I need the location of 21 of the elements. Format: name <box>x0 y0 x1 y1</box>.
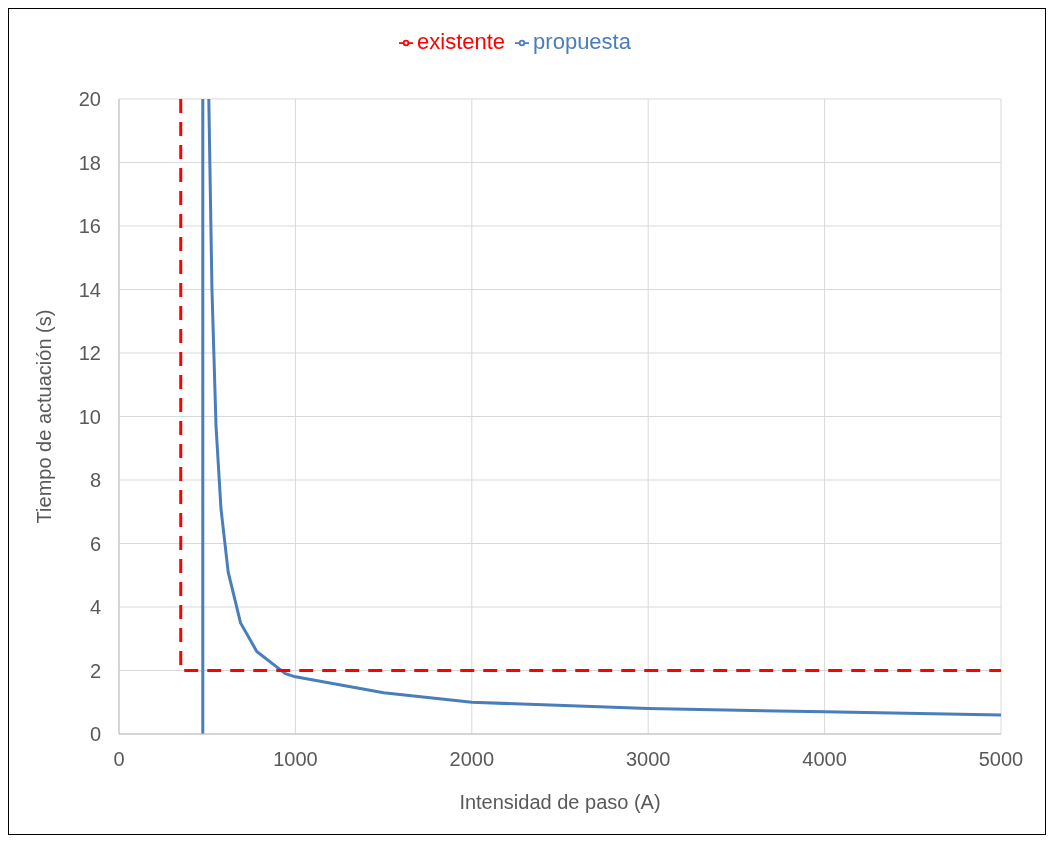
y-tick-label: 6 <box>89 532 101 555</box>
x-tick-label: 2000 <box>449 748 495 771</box>
y-tick-label: 14 <box>78 278 101 301</box>
y-tick-label: 10 <box>78 405 101 428</box>
x-tick-label: 4000 <box>802 748 847 771</box>
x-tick-label: 0 <box>113 748 125 771</box>
y-tick-label: 12 <box>78 342 101 365</box>
x-tick-label: 3000 <box>625 748 671 771</box>
y-tick-label: 8 <box>89 469 101 492</box>
y-axis-title: Tiempo de actuación (s) <box>33 309 56 524</box>
y-tick-label: 4 <box>89 596 101 619</box>
legend-label: propuesta <box>533 29 631 54</box>
x-axis-title: Intensidad de paso (A) <box>459 791 661 813</box>
y-tick-label: 2 <box>89 659 101 682</box>
legend-label: existente <box>417 29 506 54</box>
x-tick-label: 1000 <box>273 748 318 771</box>
x-tick-label: 5000 <box>978 748 1024 771</box>
y-tick-label: 18 <box>78 151 101 174</box>
y-tick-label: 20 <box>78 88 101 111</box>
y-tick-label: 16 <box>78 215 101 238</box>
y-tick-label: 0 <box>89 723 101 746</box>
